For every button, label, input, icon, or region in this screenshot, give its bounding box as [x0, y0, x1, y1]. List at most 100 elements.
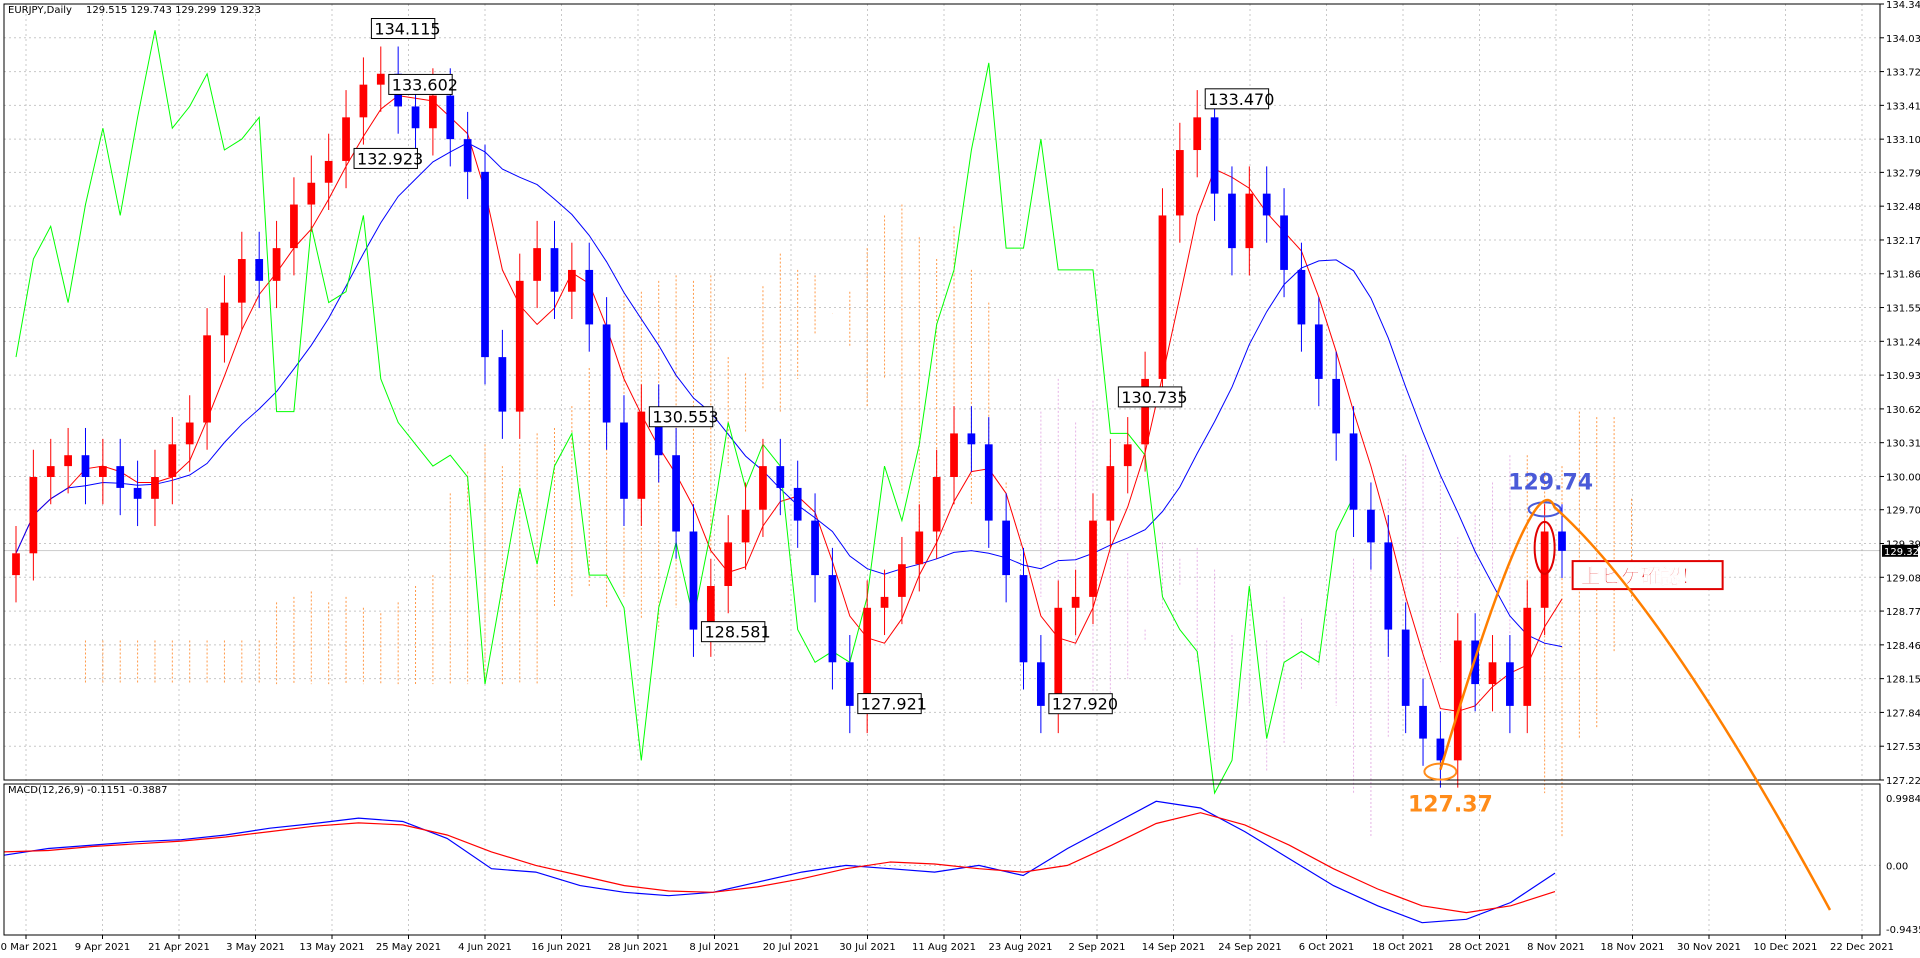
candle-body	[481, 171, 489, 358]
y-tick-label: 132.175	[1886, 236, 1920, 247]
macd-macd-line	[3, 800, 1556, 924]
price-label-box	[1204, 88, 1270, 110]
y-tick-label: 127.840	[1886, 708, 1920, 719]
candle-body	[203, 335, 211, 423]
candle-body	[64, 455, 72, 467]
y-tick-label: 130.315	[1886, 439, 1920, 450]
candle-body	[620, 422, 628, 499]
candle-body	[898, 564, 906, 597]
y-tick-label: 134.030	[1886, 34, 1920, 45]
candle-body	[1262, 193, 1271, 216]
candle-body	[307, 182, 316, 205]
x-tick-label: 25 May 2021	[376, 942, 441, 953]
candle-body	[1245, 193, 1254, 249]
candle-body	[12, 553, 20, 576]
price-label-box	[857, 693, 922, 715]
candle-body	[568, 269, 576, 292]
price-label: 133.470	[1208, 90, 1274, 109]
candle-body	[950, 433, 958, 478]
candle-body	[533, 248, 541, 281]
x-tick-label: 30 Mar 2021	[0, 942, 58, 953]
candle-body	[185, 422, 194, 445]
candle-body	[602, 324, 611, 423]
symbol-header: EURJPY,Daily	[8, 5, 72, 16]
x-tick-label: 6 Oct 2021	[1299, 942, 1354, 953]
y-tick-label: 127.220	[1886, 776, 1920, 787]
y-tick-label: 131.865	[1886, 270, 1920, 281]
price-label-box	[353, 147, 418, 169]
x-tick-label: 2 Sep 2021	[1068, 942, 1125, 953]
price-label-box	[648, 406, 714, 428]
candle-body	[967, 433, 976, 445]
price-label-box	[1117, 386, 1183, 408]
candle-body	[706, 586, 715, 630]
macd-header: MACD(12,26,9) -0.1151 -0.3887	[8, 785, 168, 796]
y-tick-label: 128.150	[1886, 675, 1920, 686]
candle-body	[1401, 629, 1410, 706]
candle-body	[1175, 150, 1184, 216]
candle-body	[915, 531, 924, 565]
candle-body	[1280, 215, 1288, 270]
price-label: 133.602	[392, 75, 458, 94]
y-tick-label: 133.410	[1886, 101, 1920, 112]
candle-body	[46, 466, 55, 478]
candle-body	[1332, 378, 1341, 434]
price-label: 134.115	[374, 20, 440, 39]
candle-body	[654, 411, 663, 456]
x-tick-label: 28 Oct 2021	[1449, 942, 1511, 953]
candle-body	[1089, 520, 1097, 597]
candle-body	[1158, 215, 1167, 379]
y-tick-label: 133.720	[1886, 68, 1920, 79]
candle-body	[237, 259, 246, 303]
y-tick-label: 134.340	[1886, 0, 1920, 11]
y-tick-label: 128.770	[1886, 607, 1920, 618]
y-tick-label: 131.245	[1886, 337, 1920, 348]
candle-body	[324, 160, 333, 183]
x-tick-label: 9 Apr 2021	[75, 942, 130, 953]
price-label: 130.735	[1121, 388, 1187, 407]
macd-panel-frame	[3, 783, 1881, 936]
x-tick-label: 8 Jul 2021	[689, 942, 739, 953]
candle-body	[932, 477, 941, 532]
candle-body	[828, 575, 837, 663]
candle-body	[811, 520, 819, 576]
candle-body	[585, 269, 594, 325]
candle-body	[637, 411, 646, 499]
candle-body	[741, 509, 750, 543]
candle-body	[759, 466, 767, 510]
current-price-tag	[1882, 544, 1918, 557]
x-tick-label: 14 Sep 2021	[1142, 942, 1205, 953]
candle-body	[1349, 433, 1358, 510]
y-tick-label: 132.795	[1886, 168, 1920, 179]
y-tick-label: 132.485	[1886, 202, 1920, 213]
candle-body	[1523, 607, 1532, 706]
candle-body	[376, 73, 385, 85]
y-tick-label: 129.700	[1886, 506, 1920, 517]
x-tick-label: 28 Jun 2021	[608, 942, 668, 953]
macd-signal-line	[3, 812, 1556, 914]
candle-body	[1540, 531, 1549, 608]
candle-body	[1367, 509, 1375, 543]
high-circle	[1527, 501, 1562, 518]
candle-body	[1436, 738, 1445, 761]
candle-body	[1002, 520, 1010, 576]
y-tick-label: 130.005	[1886, 472, 1920, 483]
candle-body	[133, 487, 142, 499]
candle-body	[1228, 193, 1236, 249]
x-tick-label: 3 May 2021	[226, 942, 285, 953]
x-tick-label: 21 Apr 2021	[148, 942, 210, 953]
candle-body	[845, 662, 854, 706]
candle-body	[1123, 444, 1132, 467]
candle-body	[359, 84, 368, 118]
price-label: 130.553	[652, 408, 718, 427]
candle-body	[1071, 596, 1080, 608]
candle-body	[220, 302, 229, 336]
y-tick-label: 129.080	[1886, 573, 1920, 584]
forecast-curve	[1439, 498, 1832, 911]
candle-body	[429, 95, 437, 129]
price-label-box	[370, 18, 436, 40]
note-text: 上ヒゲ確認！	[1581, 564, 1701, 588]
candle-body	[689, 531, 698, 630]
